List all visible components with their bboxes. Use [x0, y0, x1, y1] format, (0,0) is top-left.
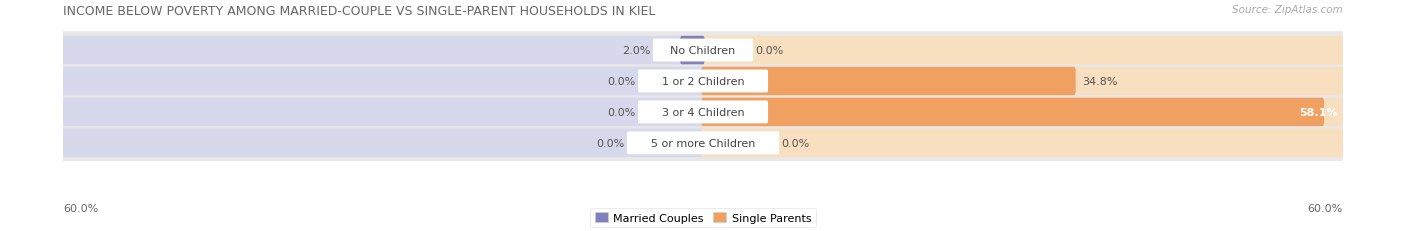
Text: 0.0%: 0.0%: [607, 107, 636, 117]
Text: 0.0%: 0.0%: [755, 46, 783, 56]
Text: 2.0%: 2.0%: [623, 46, 651, 56]
Legend: Married Couples, Single Parents: Married Couples, Single Parents: [591, 208, 815, 227]
FancyBboxPatch shape: [62, 125, 1344, 162]
FancyBboxPatch shape: [681, 37, 704, 65]
FancyBboxPatch shape: [702, 98, 1344, 127]
FancyBboxPatch shape: [62, 32, 1344, 70]
FancyBboxPatch shape: [702, 67, 1344, 96]
FancyBboxPatch shape: [702, 37, 1344, 65]
FancyBboxPatch shape: [62, 98, 704, 127]
Text: 5 or more Children: 5 or more Children: [651, 138, 755, 148]
FancyBboxPatch shape: [62, 94, 1344, 131]
FancyBboxPatch shape: [702, 98, 1324, 127]
FancyBboxPatch shape: [638, 101, 768, 124]
Text: 3 or 4 Children: 3 or 4 Children: [662, 107, 744, 117]
Text: 0.0%: 0.0%: [607, 77, 636, 87]
FancyBboxPatch shape: [62, 129, 704, 157]
Text: 0.0%: 0.0%: [596, 138, 624, 148]
FancyBboxPatch shape: [702, 129, 1344, 157]
Text: Source: ZipAtlas.com: Source: ZipAtlas.com: [1232, 5, 1343, 15]
FancyBboxPatch shape: [702, 67, 1076, 96]
Text: 1 or 2 Children: 1 or 2 Children: [662, 77, 744, 87]
Text: 60.0%: 60.0%: [63, 203, 98, 213]
FancyBboxPatch shape: [62, 63, 1344, 100]
Text: No Children: No Children: [671, 46, 735, 56]
Text: 34.8%: 34.8%: [1083, 77, 1118, 87]
FancyBboxPatch shape: [652, 40, 754, 62]
Text: INCOME BELOW POVERTY AMONG MARRIED-COUPLE VS SINGLE-PARENT HOUSEHOLDS IN KIEL: INCOME BELOW POVERTY AMONG MARRIED-COUPL…: [63, 5, 655, 18]
Text: 58.1%: 58.1%: [1299, 107, 1337, 117]
FancyBboxPatch shape: [638, 70, 768, 93]
Text: 0.0%: 0.0%: [782, 138, 810, 148]
FancyBboxPatch shape: [627, 132, 779, 155]
FancyBboxPatch shape: [62, 67, 704, 96]
FancyBboxPatch shape: [62, 37, 704, 65]
Text: 60.0%: 60.0%: [1308, 203, 1343, 213]
